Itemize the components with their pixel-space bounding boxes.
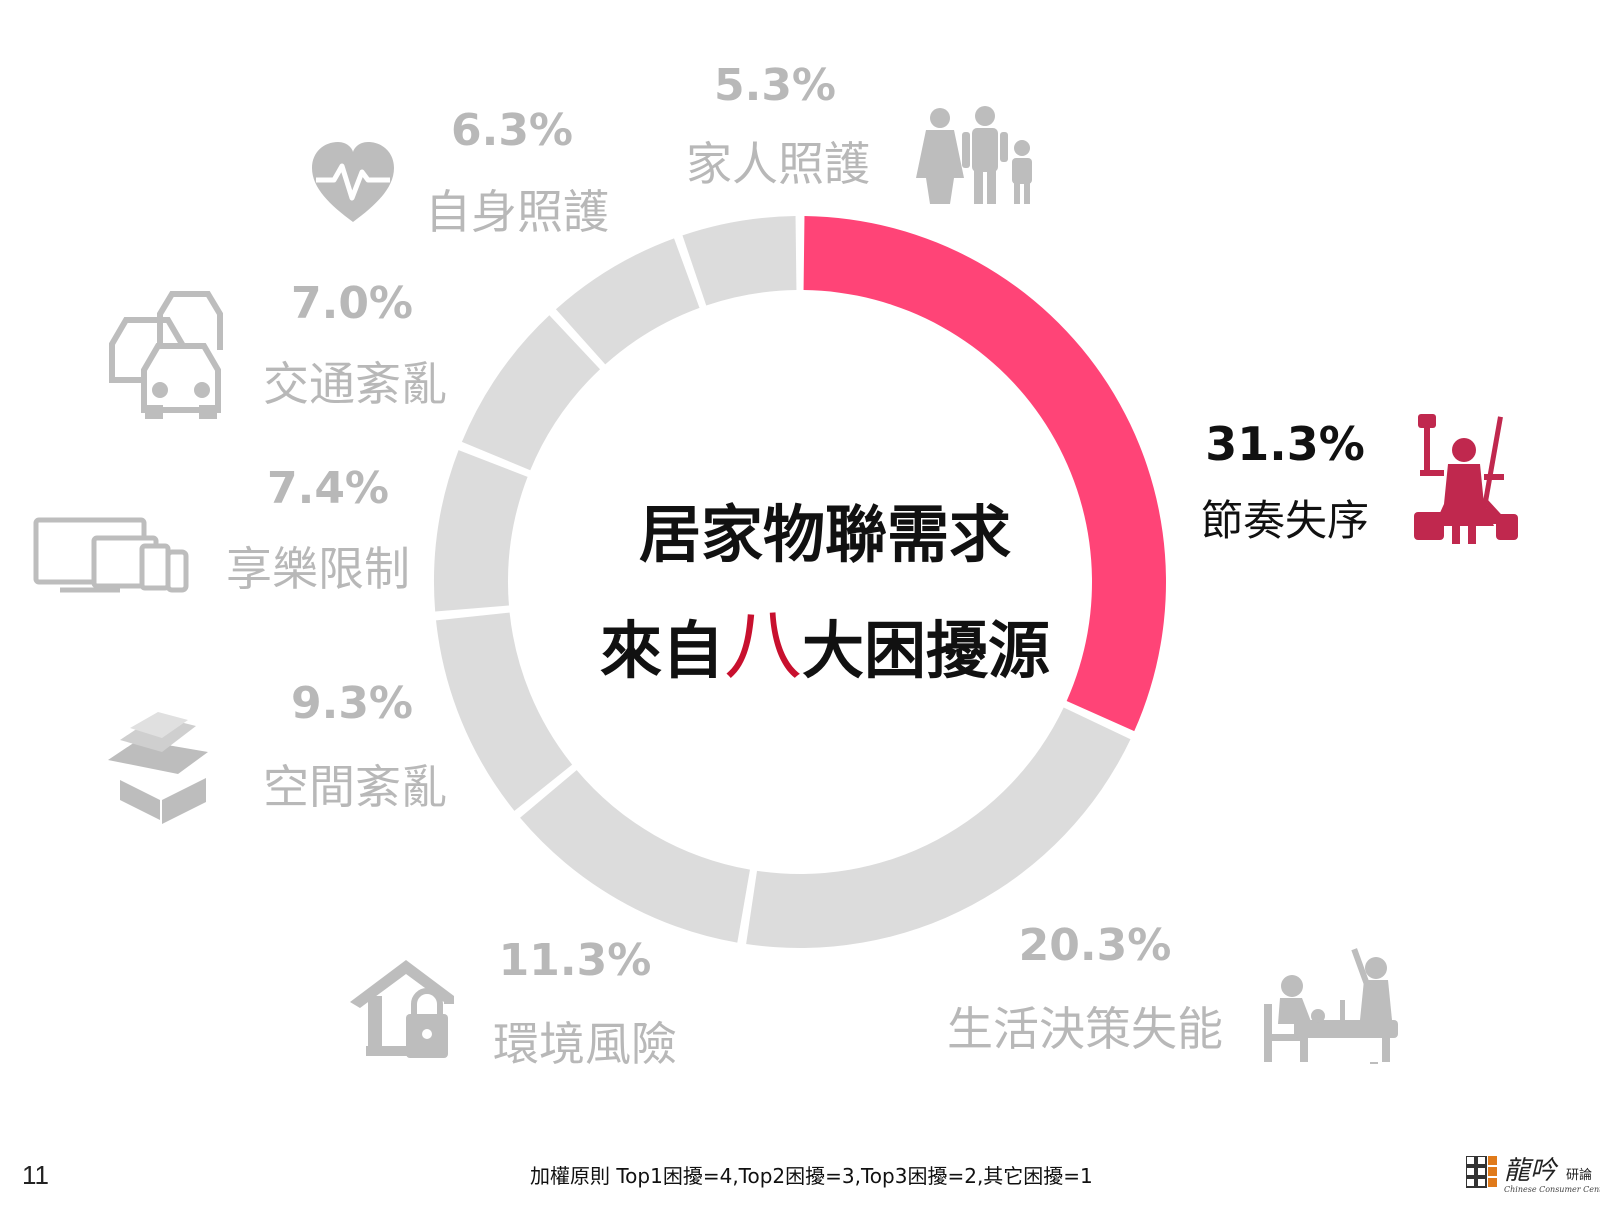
donut-slice-1 — [803, 216, 1166, 732]
center-title-line2: 來自八大困擾源 — [600, 601, 1050, 691]
donut-slices — [434, 216, 1166, 949]
logo-grid-icon — [1466, 1156, 1497, 1188]
value-label-huanjing: 11.3% — [499, 935, 652, 986]
donut-slice-5 — [434, 450, 528, 612]
multitasking-mother-icon — [1414, 414, 1518, 544]
company-logo: 龍吟 研論 Chinese Consumer Centre — [1466, 1150, 1600, 1200]
value-label-kongjian: 9.3% — [291, 678, 413, 729]
donut-slice-7 — [555, 238, 700, 365]
category-label-zishen: 自身照護 — [425, 185, 609, 239]
donut-slice-4 — [436, 612, 573, 811]
family-icon — [916, 106, 1032, 204]
category-label-kongjian: 空間紊亂 — [263, 760, 447, 814]
weighting-footnote: 加權原則 Top1困擾=4,Top2困擾=3,Top3困擾=2,其它困擾=1 — [530, 1164, 1093, 1188]
category-label-huanjing: 環境風險 — [493, 1017, 677, 1071]
donut-slice-6 — [461, 315, 601, 471]
category-label-jiaren: 家人照護 — [686, 137, 870, 191]
category-label-jiaotong: 交通紊亂 — [263, 357, 447, 411]
category-label-xiangle: 享樂限制 — [226, 542, 410, 596]
donut-slice-8 — [682, 216, 797, 306]
value-label-xiangle: 7.4% — [267, 463, 389, 514]
dining-chef-icon — [1264, 948, 1398, 1064]
center-title-line1: 居家物聯需求 — [639, 498, 1011, 571]
logo-subtitle: 研論 — [1566, 1168, 1593, 1183]
donut-slice-2 — [746, 707, 1131, 949]
center-title-highlight: 八 — [724, 601, 802, 691]
heart-pulse-icon — [312, 142, 394, 222]
donut-slice-3 — [520, 770, 750, 943]
house-lock-icon — [350, 960, 454, 1058]
category-label-shenghuo: 生活決策失能 — [947, 1002, 1223, 1056]
slice-label-group: 31.3% 節奏失序 20.3% 生活決策失能 11.3% 環境風險 9.3% … — [226, 60, 1369, 1071]
value-label-jiezou: 31.3% — [1205, 417, 1365, 471]
category-label-jiezou: 節奏失序 — [1201, 496, 1369, 545]
devices-icon — [33, 517, 189, 593]
logo-english: Chinese Consumer Centre — [1504, 1185, 1600, 1194]
logo-name: 龍吟 — [1504, 1156, 1557, 1186]
value-label-jiaren: 5.3% — [714, 60, 836, 111]
center-title-prefix: 來自 — [600, 614, 724, 687]
center-title-suffix: 大困擾源 — [802, 614, 1050, 687]
traffic-cars-icon — [109, 291, 223, 419]
stacked-boxes-icon — [108, 712, 208, 824]
value-label-jiaotong: 7.0% — [291, 278, 413, 329]
value-label-shenghuo: 20.3% — [1019, 920, 1172, 971]
page-number: 11 — [22, 1160, 49, 1190]
value-label-zishen: 6.3% — [451, 105, 573, 156]
